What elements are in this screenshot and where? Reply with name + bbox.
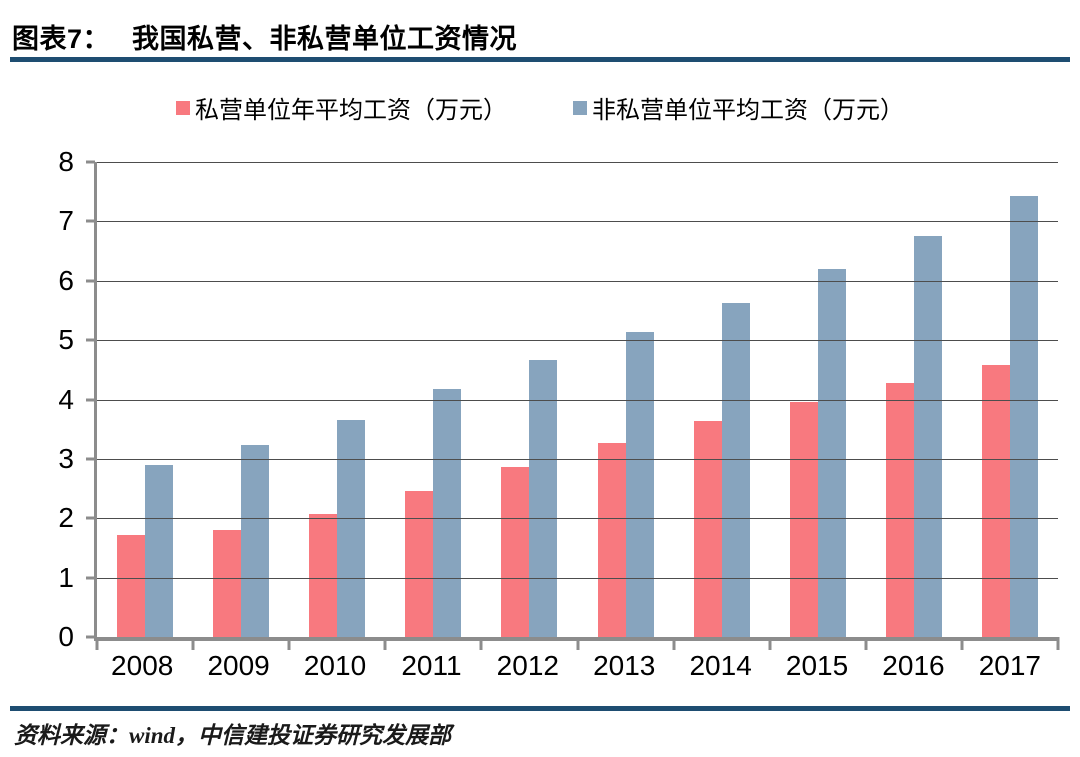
bar-private-2016 <box>885 382 914 637</box>
legend-swatch-private <box>176 100 190 115</box>
bar-nonprivate-2008 <box>145 465 174 637</box>
bar-group-2016 <box>866 162 962 637</box>
y-axis-label-0: 0 <box>58 621 74 652</box>
gridline-7 <box>97 221 1058 223</box>
x-axis-tick-6 <box>672 637 676 650</box>
x-axis-tick-9 <box>960 637 964 650</box>
x-axis-tick-3 <box>383 637 387 650</box>
bar-group-2010 <box>289 162 385 637</box>
bar-private-2015 <box>789 401 818 637</box>
x-axis-tick-10 <box>1056 637 1060 650</box>
x-axis-tick-5 <box>576 637 579 650</box>
y-axis-label-5: 5 <box>58 324 74 356</box>
bar-series-container <box>97 162 1058 637</box>
bar-private-2008 <box>117 535 146 637</box>
y-axis-label-1: 1 <box>58 561 74 593</box>
y-axis-tick-0 <box>86 635 95 639</box>
bar-group-2017 <box>962 162 1058 637</box>
footer-rule <box>10 706 1070 711</box>
x-axis-tick-7 <box>768 637 772 650</box>
plot-area <box>86 160 1060 650</box>
y-axis-labels: 0 1 2 3 4 5 6 7 8 <box>0 148 74 651</box>
source-note: 资料来源：wind，中信建投证券研究发展部 <box>14 723 452 748</box>
gridline-8 <box>97 162 1058 163</box>
y-axis-tick-2 <box>86 516 95 520</box>
gridline-4 <box>97 399 1058 401</box>
title-rule <box>10 57 1070 62</box>
gridline-2 <box>97 518 1058 520</box>
bar-group-2012 <box>481 162 577 637</box>
bar-nonprivate-2011 <box>433 389 462 637</box>
y-axis-tick-7 <box>86 219 95 223</box>
y-axis-label-2: 2 <box>58 502 74 534</box>
bar-nonprivate-2014 <box>721 302 750 637</box>
bar-group-2015 <box>770 162 866 637</box>
x-axis-label-2008: 2008 <box>111 650 174 681</box>
y-axis-tick-5 <box>86 338 95 342</box>
y-axis-label-7: 7 <box>58 205 74 237</box>
y-axis-tick-4 <box>86 398 95 401</box>
x-axis-tick-4 <box>479 637 483 650</box>
y-axis-tick-6 <box>86 279 95 283</box>
bar-private-2013 <box>597 442 626 637</box>
figure-label: 图表7： <box>12 24 111 54</box>
legend-item-private: 私营单位年平均工资（万元） <box>176 90 507 125</box>
bar-nonprivate-2016 <box>913 235 942 637</box>
x-axis-label-2016: 2016 <box>882 650 945 681</box>
chart-title: 图表7： 我国私营、非私营单位工资情况 <box>12 17 517 56</box>
bar-nonprivate-2012 <box>529 359 558 637</box>
bar-private-2017 <box>981 365 1010 637</box>
y-axis-tick-8 <box>86 160 95 164</box>
x-axis-label-2017: 2017 <box>978 650 1041 681</box>
legend-item-nonprivate: 非私营单位平均工资（万元） <box>573 90 904 125</box>
x-axis-label-2014: 2014 <box>689 650 752 681</box>
x-axis-tick-1 <box>191 637 195 650</box>
bar-group-2011 <box>385 162 481 637</box>
chart-legend: 私营单位年平均工资（万元） 非私营单位平均工资（万元） <box>0 90 1080 125</box>
gridline-6 <box>97 280 1058 282</box>
x-axis-label-2012: 2012 <box>496 650 559 681</box>
bar-nonprivate-2015 <box>817 268 846 637</box>
legend-swatch-nonprivate <box>573 100 587 115</box>
gridline-1 <box>97 577 1058 579</box>
page-title: 我国私营、非私营单位工资情况 <box>132 24 518 54</box>
x-axis-tick-2 <box>287 637 291 650</box>
bar-group-2014 <box>674 162 770 637</box>
y-axis-tick-3 <box>86 457 95 461</box>
x-axis-labels: 2008 2009 2010 2011 2012 2013 2014 2015 2016 2017 <box>94 650 1058 682</box>
bar-private-2012 <box>501 467 530 637</box>
y-axis-label-6: 6 <box>58 264 74 296</box>
x-axis-label-2009: 2009 <box>207 650 270 681</box>
x-axis-label-2011: 2011 <box>401 650 462 681</box>
x-axis-tick-0 <box>95 637 99 650</box>
y-axis-label-3: 3 <box>58 442 74 474</box>
y-axis-label-4: 4 <box>58 383 74 415</box>
bar-private-2014 <box>693 420 722 637</box>
legend-label-nonprivate: 非私营单位平均工资（万元） <box>592 97 904 124</box>
legend-label-private: 私营单位年平均工资（万元） <box>195 97 507 124</box>
y-axis-tick-1 <box>86 576 95 580</box>
bar-private-2011 <box>405 490 434 637</box>
gridline-3 <box>97 458 1058 460</box>
bar-nonprivate-2009 <box>241 445 270 637</box>
x-axis-tick-8 <box>864 637 868 650</box>
bar-private-2010 <box>309 513 338 637</box>
bar-private-2009 <box>213 529 242 637</box>
bar-nonprivate-2017 <box>1009 195 1038 637</box>
gridline-5 <box>97 340 1058 342</box>
bar-nonprivate-2013 <box>625 331 654 637</box>
bar-group-2013 <box>577 162 673 637</box>
bar-nonprivate-2010 <box>337 420 366 637</box>
x-axis-label-2015: 2015 <box>785 650 849 681</box>
x-axis-label-2010: 2010 <box>303 650 367 681</box>
bar-group-2008 <box>97 162 193 637</box>
bar-group-2009 <box>193 162 289 637</box>
y-axis-label-8: 8 <box>58 146 74 177</box>
x-axis-label-2013: 2013 <box>593 650 656 681</box>
